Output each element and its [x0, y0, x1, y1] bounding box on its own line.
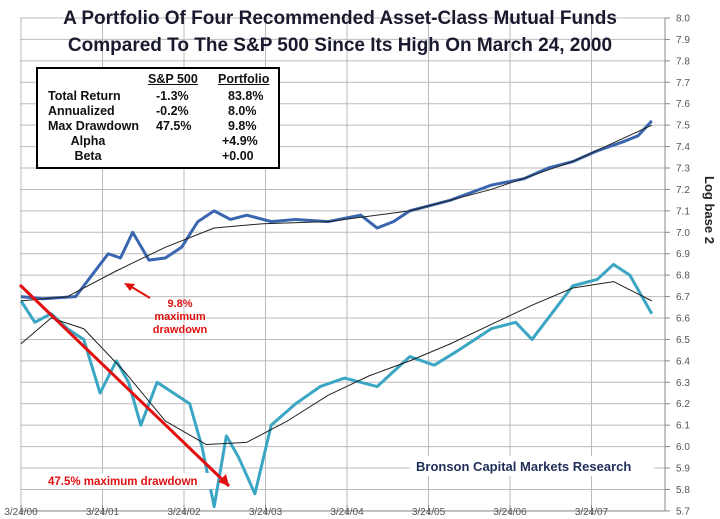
y-tick-label: 6.0: [676, 442, 690, 453]
pf-drawdown-arrow: [129, 285, 151, 299]
header-portfolio: Portfolio: [218, 72, 270, 86]
y-tick-label: 7.9: [676, 35, 690, 46]
x-tick-label: 3/24/02: [167, 507, 201, 518]
y-tick-label: 6.5: [676, 335, 690, 346]
series-line-portfolio: [20, 119, 653, 301]
chart-title-line2: Compared To The S&P 500 Since Its High O…: [68, 35, 612, 56]
y-tick-label: 7.3: [676, 164, 690, 175]
y-tick-label: 5.7: [676, 506, 690, 517]
series-line-portfolio-trend: [20, 124, 653, 302]
sp-drawdown-arrowhead: [218, 474, 229, 486]
series-line-s-p-500-trend: [20, 281, 653, 445]
x-tick-label: 3/24/01: [86, 507, 120, 518]
stats-sp-value: -0.2%: [156, 104, 189, 118]
stats-row-label: Beta: [74, 149, 102, 163]
x-tick-label: 3/24/05: [412, 507, 446, 518]
y-tick-label: 6.9: [676, 249, 690, 260]
stats-row-label: Annualized: [48, 104, 115, 118]
x-tick-label: 3/24/04: [330, 507, 364, 518]
y-tick-label: 6.2: [676, 399, 690, 410]
y-tick-label: 6.1: [676, 421, 690, 432]
y-tick-label: 6.8: [676, 271, 690, 282]
y-tick-label: 7.4: [676, 142, 690, 153]
y-tick-label: 7.8: [676, 56, 690, 67]
y-tick-label: 7.7: [676, 78, 690, 89]
stats-sp-value: -1.3%: [156, 89, 189, 103]
y-tick-label: 7.0: [676, 228, 690, 239]
y-tick-label: 6.7: [676, 292, 690, 303]
stats-row-label: Max Drawdown: [48, 119, 139, 133]
x-tick-label: 3/24/00: [4, 507, 38, 518]
stats-row-label: Total Return: [48, 89, 121, 103]
header-sp500: S&P 500: [148, 72, 198, 86]
stats-pf-value: 8.0%: [228, 104, 257, 118]
stats-pf-value: 9.8%: [228, 119, 257, 133]
y-tick-label: 7.1: [676, 206, 690, 217]
stats-row-label: Alpha: [70, 134, 106, 148]
stats-sp-value: 47.5%: [156, 119, 192, 133]
pf-drawdown-label-3: drawdown: [153, 324, 208, 336]
pf-drawdown-arrowhead: [124, 283, 135, 291]
x-tick-label: 3/24/06: [493, 507, 527, 518]
y-axis-label: Log base 2: [702, 176, 717, 244]
x-tick-label: 3/24/03: [249, 507, 283, 518]
stats-pf-value: 83.8%: [228, 89, 264, 103]
stats-pf-value: +0.00: [222, 149, 254, 163]
y-tick-label: 5.9: [676, 464, 690, 475]
stats-table: S&P 500 Portfolio Total Return -1.3% 83.8%…: [36, 67, 280, 169]
y-tick-label: 7.6: [676, 99, 690, 110]
y-tick-label: 6.4: [676, 356, 690, 367]
x-tick-label: 3/24/07: [575, 507, 609, 518]
source-label: Bronson Capital Markets Research: [416, 459, 631, 474]
pf-drawdown-label-1: 9.8%: [167, 298, 192, 310]
y-tick-label: 6.6: [676, 314, 690, 325]
y-tick-label: 7.5: [676, 121, 690, 132]
pf-drawdown-label-2: maximum: [154, 311, 206, 323]
sp-drawdown-label: 47.5% maximum drawdown: [48, 476, 198, 488]
sp-drawdown-line: [18, 283, 231, 488]
stats-pf-value: +4.9%: [222, 134, 258, 148]
y-tick-label: 5.8: [676, 485, 690, 496]
y-tick-label: 8.0: [676, 14, 690, 25]
y-tick-label: 7.2: [676, 185, 690, 196]
chart-title-line1: A Portfolio Of Four Recommended Asset-Cl…: [63, 8, 617, 29]
y-tick-label: 6.3: [676, 378, 690, 389]
